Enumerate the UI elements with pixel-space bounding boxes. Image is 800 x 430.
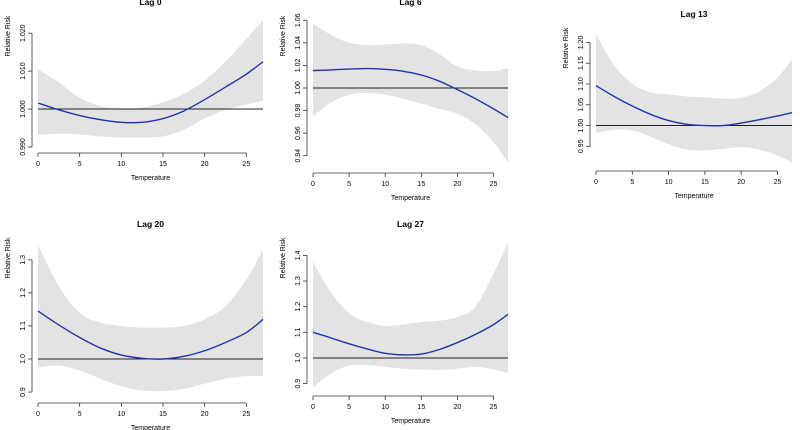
- x-axis-label: Temperature: [391, 195, 430, 202]
- x-tick-label: 15: [159, 411, 167, 418]
- y-tick-label: 0.9: [295, 379, 302, 389]
- panel-lag-13: 0 5 10 15 20 25 0.95 1.00 1.05 1.10 1.15 1.20 Lag 13…: [563, 9, 793, 200]
- y-tick-label: 1.1: [20, 321, 27, 331]
- y-tick-label: 1.2: [295, 302, 302, 312]
- x-tick-label: 0: [36, 411, 40, 418]
- x-tick-label: 20: [737, 179, 745, 186]
- x-tick-label: 20: [201, 411, 209, 418]
- estimate-line: [312, 313, 509, 356]
- x-tick-label: 25: [774, 179, 782, 186]
- y-tick-label: 1.15: [578, 56, 585, 70]
- x-tick-label: 0: [311, 181, 315, 188]
- x-tick-label: 15: [159, 161, 167, 168]
- confidence-band: [313, 23, 508, 163]
- y-tick-label: 1.20: [578, 36, 585, 50]
- x-tick-label: 15: [417, 181, 425, 188]
- x-tick-label: 25: [242, 411, 250, 418]
- x-tick-label: 10: [117, 161, 125, 168]
- y-axis-label: Relative Risk: [5, 15, 12, 56]
- panel-title: Lag 0: [139, 0, 161, 7]
- x-tick-label: 5: [347, 404, 351, 411]
- y-tick-label: 1.00: [578, 119, 585, 133]
- x-tick-label: 10: [117, 411, 125, 418]
- x-tick-label: 25: [490, 181, 498, 188]
- estimate-line: [37, 310, 264, 360]
- estimate-line: [595, 85, 793, 127]
- y-axis-label: Relative Risk: [5, 237, 12, 278]
- y-tick-label: 1.0: [295, 353, 302, 363]
- y-tick-label: 1.05: [578, 98, 585, 112]
- panel-lag-20: 0 5 10 15 20 25 0.9 1.0 1.1 1.2 1.3 Lag 20 Temperatu…: [5, 219, 264, 430]
- x-tick-label: 25: [490, 404, 498, 411]
- y-tick-label: 0.94: [295, 149, 302, 163]
- y-tick-label: 1.3: [20, 255, 27, 265]
- x-tick-label: 20: [454, 181, 462, 188]
- x-tick-label: 20: [201, 161, 209, 168]
- y-tick-label: 0.98: [295, 104, 302, 118]
- y-tick-label: 1.00: [295, 81, 302, 95]
- y-tick-label: 0.990: [20, 138, 27, 156]
- y-tick-label: 1.02: [295, 58, 302, 72]
- x-tick-label: 5: [630, 179, 634, 186]
- x-axis-label: Temperature: [131, 425, 170, 430]
- y-tick-label: 1.1: [295, 327, 302, 337]
- confidence-band: [313, 242, 508, 388]
- confidence-band: [38, 19, 263, 138]
- panel-lag-0: 0 5 10 15 20 25 0.990 1.000 1.010 1.020 Lag 0 Tempe…: [5, 0, 264, 182]
- panel-title: Lag 13: [681, 9, 708, 19]
- y-tick-label: 1.0: [20, 354, 27, 364]
- panel-title: Lag 20: [137, 219, 164, 229]
- y-axis-label: Relative Risk: [280, 237, 287, 278]
- y-tick-label: 1.000: [20, 100, 27, 118]
- x-tick-label: 25: [242, 161, 250, 168]
- confidence-band: [596, 34, 792, 163]
- x-tick-label: 15: [701, 179, 709, 186]
- y-tick-label: 0.96: [295, 126, 302, 140]
- panel-title: Lag 6: [399, 0, 421, 7]
- x-axis-label: Temperature: [674, 193, 713, 200]
- y-tick-label: 1.020: [20, 24, 27, 42]
- y-axis-label: Relative Risk: [563, 27, 570, 68]
- x-axis-label: Temperature: [391, 418, 430, 425]
- x-tick-label: 10: [381, 181, 389, 188]
- y-tick-label: 1.3: [295, 276, 302, 286]
- y-tick-label: 1.06: [295, 13, 302, 27]
- estimate-line: [37, 61, 264, 124]
- x-tick-label: 10: [381, 404, 389, 411]
- y-tick-label: 1.010: [20, 62, 27, 80]
- x-tick-label: 15: [417, 404, 425, 411]
- x-tick-label: 0: [594, 179, 598, 186]
- y-tick-label: 1.4: [295, 250, 302, 260]
- x-tick-label: 5: [78, 161, 82, 168]
- panel-lag-27: 0 5 10 15 20 25 0.9 1.0 1.1 1.2 1.3 1.4 Lag 27 Temper…: [280, 219, 509, 425]
- estimate-line: [312, 67, 509, 119]
- confidence-band: [38, 244, 263, 392]
- x-tick-label: 5: [78, 411, 82, 418]
- x-axis-label: Temperature: [131, 175, 170, 182]
- y-tick-label: 1.2: [20, 288, 27, 298]
- x-tick-label: 20: [454, 404, 462, 411]
- x-tick-label: 10: [665, 179, 673, 186]
- y-tick-label: 0.9: [20, 387, 27, 397]
- panel-title: Lag 27: [397, 219, 424, 229]
- x-tick-label: 0: [311, 404, 315, 411]
- y-tick-label: 1.04: [295, 36, 302, 50]
- y-tick-label: 1.10: [578, 77, 585, 91]
- y-axis-label: Relative Risk: [280, 15, 287, 56]
- y-tick-label: 0.95: [578, 139, 585, 153]
- x-tick-label: 5: [347, 181, 351, 188]
- x-tick-label: 0: [36, 161, 40, 168]
- panel-lag-6: 0 5 10 15 20 25 0.94 0.96 0.98 1.00 1.02 1.04 1.06 La…: [280, 0, 509, 202]
